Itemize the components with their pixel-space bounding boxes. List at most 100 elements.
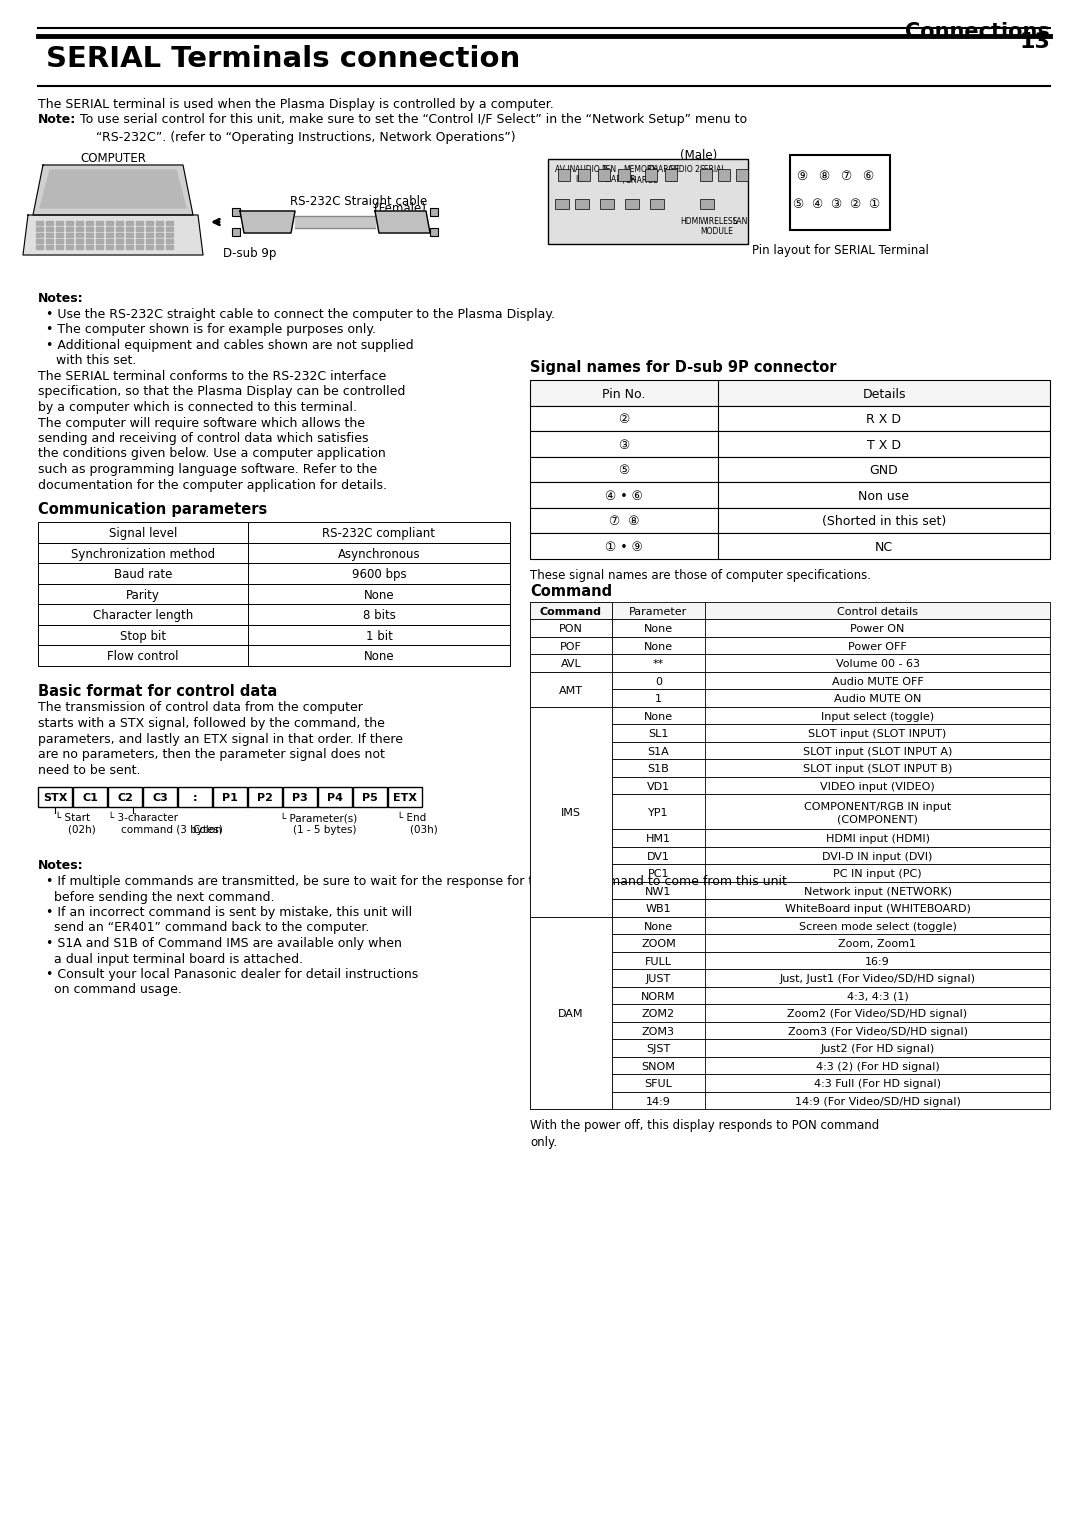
Text: WhiteBoard input (WHITEBOARD): WhiteBoard input (WHITEBOARD) xyxy=(784,904,971,915)
Bar xyxy=(700,169,712,182)
Bar xyxy=(618,169,630,182)
Text: None: None xyxy=(644,712,673,722)
Bar xyxy=(66,228,73,231)
Bar xyxy=(126,234,133,237)
Text: ZOOM: ZOOM xyxy=(642,939,676,950)
Text: VIDEO input (VIDEO): VIDEO input (VIDEO) xyxy=(820,782,935,793)
Text: PC1: PC1 xyxy=(648,869,670,880)
Bar xyxy=(66,244,73,249)
Text: sending and receiving of control data which satisfies: sending and receiving of control data wh… xyxy=(38,432,368,444)
Bar xyxy=(38,563,510,583)
Bar xyxy=(430,228,438,237)
Bar xyxy=(530,881,1050,899)
Bar xyxy=(146,240,153,243)
Bar xyxy=(430,208,438,215)
Bar xyxy=(143,786,177,806)
Bar xyxy=(136,234,143,237)
Bar xyxy=(530,935,1050,951)
Text: ⑦: ⑦ xyxy=(840,171,852,183)
Text: ③: ③ xyxy=(619,438,630,452)
Text: Notes:: Notes: xyxy=(38,292,83,305)
Text: need to be sent.: need to be sent. xyxy=(38,764,140,777)
Bar xyxy=(530,637,612,654)
Text: MEMORY
/CHARGE: MEMORY /CHARGE xyxy=(623,165,658,185)
Bar xyxy=(700,199,714,209)
Text: Signal level: Signal level xyxy=(109,527,177,541)
Text: AVL: AVL xyxy=(561,660,581,669)
Bar xyxy=(126,240,133,243)
Bar xyxy=(718,169,730,182)
Bar xyxy=(146,228,153,231)
Bar xyxy=(530,602,1050,618)
Bar xyxy=(530,689,1050,707)
Text: HDMI: HDMI xyxy=(680,217,701,226)
Text: SFUL: SFUL xyxy=(645,1080,673,1089)
Bar xyxy=(156,221,163,224)
Text: None: None xyxy=(644,922,673,931)
Text: Pin No.: Pin No. xyxy=(603,388,646,400)
Bar xyxy=(530,672,1050,689)
Text: Command: Command xyxy=(540,606,602,617)
Text: HM1: HM1 xyxy=(646,834,671,844)
Bar xyxy=(136,240,143,243)
Bar xyxy=(166,221,173,224)
Bar xyxy=(530,618,612,637)
Bar xyxy=(735,169,748,182)
Text: D-sub 9p: D-sub 9p xyxy=(224,247,276,260)
Bar xyxy=(146,244,153,249)
Text: Colon: Colon xyxy=(192,825,221,835)
Text: GND: GND xyxy=(869,464,899,478)
Text: VD1: VD1 xyxy=(647,782,670,793)
Bar xyxy=(106,234,113,237)
Polygon shape xyxy=(33,165,193,215)
Text: Volume 00 - 63: Volume 00 - 63 xyxy=(836,660,919,669)
Bar xyxy=(46,244,53,249)
Bar xyxy=(38,522,510,542)
Text: └ End
    (03h): └ End (03h) xyxy=(397,812,437,835)
Text: ④: ④ xyxy=(811,199,823,212)
Polygon shape xyxy=(240,211,295,234)
Bar xyxy=(146,221,153,224)
Bar xyxy=(96,244,103,249)
Text: Details: Details xyxy=(862,388,906,400)
Bar xyxy=(116,240,123,243)
Bar xyxy=(56,228,63,231)
Text: SLOT input (SLOT INPUT): SLOT input (SLOT INPUT) xyxy=(808,730,947,739)
Bar xyxy=(116,221,123,224)
Text: COMPONENT/RGB IN input
(COMPONENT): COMPONENT/RGB IN input (COMPONENT) xyxy=(804,802,951,825)
Text: ①: ① xyxy=(868,199,879,212)
Text: Parameter: Parameter xyxy=(630,606,688,617)
Text: P4: P4 xyxy=(327,793,343,803)
Text: Control details: Control details xyxy=(837,606,918,617)
Text: NW1: NW1 xyxy=(646,887,672,896)
Bar xyxy=(600,199,615,209)
Bar xyxy=(530,533,1050,559)
Bar xyxy=(166,228,173,231)
Text: HDMI input (HDMI): HDMI input (HDMI) xyxy=(825,834,930,844)
Text: IMS: IMS xyxy=(561,808,581,818)
Text: Input select (toggle): Input select (toggle) xyxy=(821,712,934,722)
Text: :: : xyxy=(192,793,198,803)
Text: Non use: Non use xyxy=(859,490,909,502)
Text: C1: C1 xyxy=(82,793,98,803)
Bar xyxy=(530,654,1050,672)
Text: DAM: DAM xyxy=(558,1009,584,1019)
Bar xyxy=(248,786,282,806)
Bar xyxy=(46,234,53,237)
Text: STX: STX xyxy=(43,793,67,803)
Bar xyxy=(530,742,1050,759)
Bar xyxy=(530,602,612,618)
Text: SJST: SJST xyxy=(646,1044,671,1054)
Text: NC: NC xyxy=(875,541,893,554)
Text: Flow control: Flow control xyxy=(107,651,179,663)
Bar xyxy=(530,1092,1050,1109)
Bar xyxy=(530,1057,1050,1073)
Bar xyxy=(66,240,73,243)
Bar xyxy=(530,986,1050,1003)
Bar xyxy=(530,637,1050,654)
Bar xyxy=(530,777,1050,794)
Text: With the power off, this display responds to PON command
only.: With the power off, this display respond… xyxy=(530,1119,879,1148)
Bar xyxy=(295,217,375,228)
Bar xyxy=(650,199,664,209)
Bar xyxy=(126,228,133,231)
